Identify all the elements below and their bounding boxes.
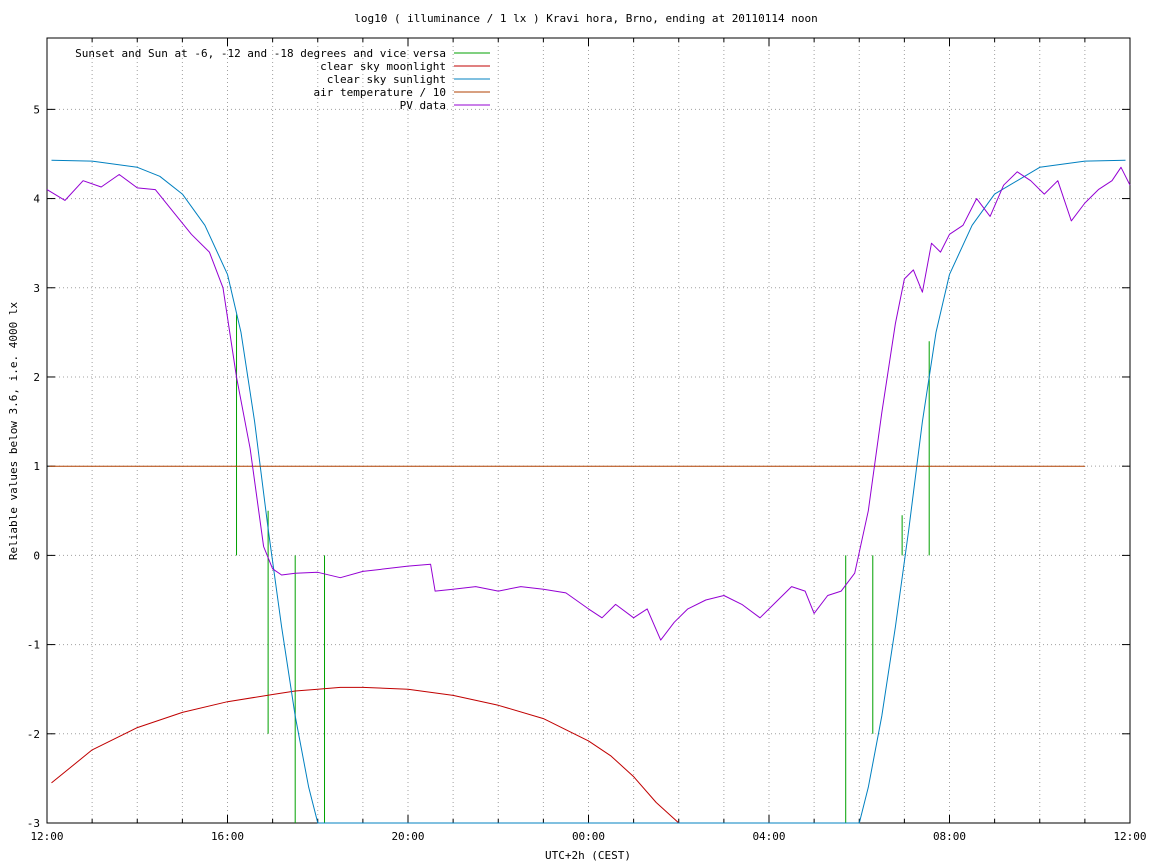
y-tick-label: 0 (33, 549, 40, 562)
axis-ticks: 12:00 16:00 20:00 00:00 04:00 08:00 12:00-3-2-… (27, 38, 1147, 843)
x-tick-label: 00:00 (572, 830, 605, 843)
grid-layer (46, 38, 1131, 824)
x-tick-label: 08:00 (933, 830, 966, 843)
y-tick-label: 3 (33, 282, 40, 295)
series-sun-events (236, 314, 930, 823)
legend-label: air temperature / 10 (314, 86, 446, 99)
series-line-2 (51, 159, 1126, 824)
series-layer (46, 159, 1131, 824)
chart-title: log10 ( illuminance / 1 lx ) Kravi hora,… (354, 12, 818, 25)
legend-label: clear sky sunlight (327, 73, 446, 86)
series-line-4 (46, 166, 1131, 641)
x-tick-label: 16:00 (211, 830, 244, 843)
x-tick-label: 12:00 (1113, 830, 1146, 843)
x-tick-label: 12:00 (30, 830, 63, 843)
legend: Sunset and Sun at -6, -12 and -18 degree… (75, 47, 490, 112)
y-tick-label: -3 (27, 817, 40, 830)
y-tick-label: 4 (33, 193, 40, 206)
y-tick-label: 2 (33, 371, 40, 384)
y-tick-label: -1 (27, 639, 40, 652)
y-axis-label: Reliable values below 3.6, i.e. 4000 lx (7, 301, 20, 560)
legend-label: Sunset and Sun at -6, -12 and -18 degree… (75, 47, 446, 60)
x-axis-label: UTC+2h (CEST) (545, 849, 631, 862)
legend-label: clear sky moonlight (320, 60, 446, 73)
y-tick-label: -2 (27, 728, 40, 741)
series-line-1 (51, 686, 680, 824)
x-tick-label: 04:00 (752, 830, 785, 843)
x-tick-label: 20:00 (391, 830, 424, 843)
y-tick-label: 1 (33, 460, 40, 473)
y-tick-label: 5 (33, 103, 40, 116)
legend-label: PV data (400, 99, 446, 112)
